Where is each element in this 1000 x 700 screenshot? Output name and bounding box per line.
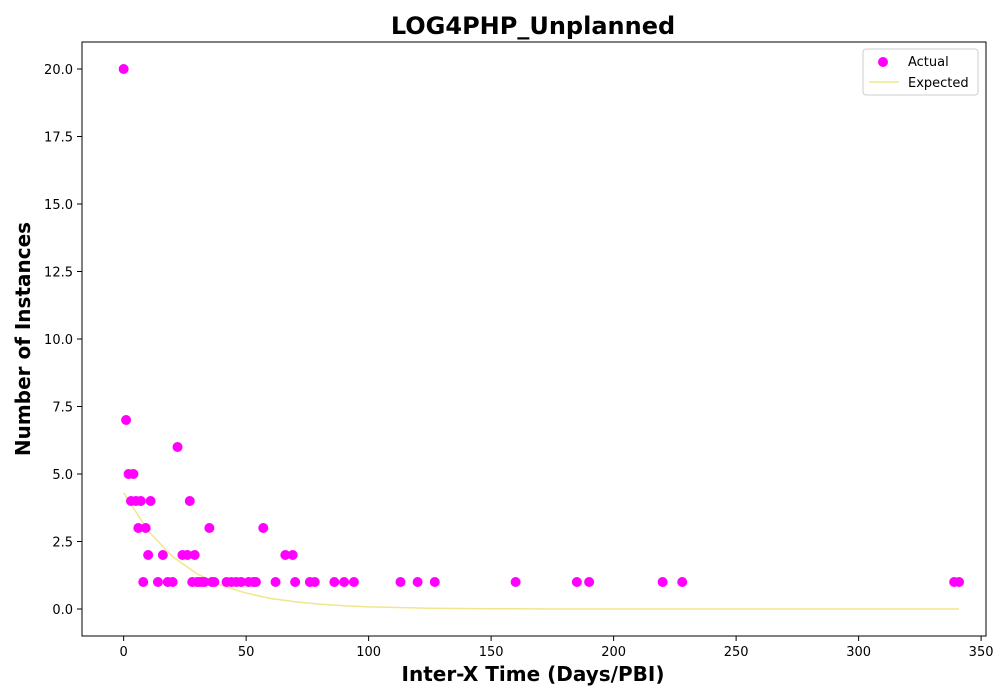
plot-area: 0 50 100 150 200 250 300 350 0.0 2.5 5.0 7.5 10.0 12… bbox=[44, 41, 994, 660]
legend-expected-label: Expected bbox=[908, 76, 969, 91]
actual-point bbox=[143, 550, 154, 560]
actual-point bbox=[270, 577, 281, 587]
y-axis-label: Number of Instances bbox=[11, 222, 35, 456]
legend-actual-label: Actual bbox=[908, 55, 949, 70]
actual-point bbox=[138, 577, 149, 587]
actual-point bbox=[140, 523, 151, 533]
expected-line bbox=[123, 492, 960, 610]
actual-point bbox=[128, 469, 139, 479]
actual-point bbox=[954, 577, 965, 587]
actual-point bbox=[167, 577, 178, 587]
actual-point bbox=[395, 577, 406, 587]
actual-point bbox=[133, 523, 144, 533]
actual-point bbox=[135, 496, 146, 506]
actual-point bbox=[199, 577, 210, 587]
x-tick-label: 250 bbox=[724, 645, 749, 660]
actual-point bbox=[152, 577, 163, 587]
y-tick-label: 0.0 bbox=[52, 603, 73, 618]
x-tick-label: 0 bbox=[120, 645, 128, 660]
x-axis-label: Inter-X Time (Days/PBI) bbox=[402, 662, 665, 686]
x-tick-label: 150 bbox=[479, 645, 504, 660]
y-tick-label: 7.5 bbox=[52, 401, 73, 416]
y-tick-label: 20.0 bbox=[44, 63, 73, 78]
y-tick-label: 12.5 bbox=[44, 266, 73, 281]
y-tick-label: 17.5 bbox=[44, 131, 73, 146]
actual-point bbox=[236, 577, 247, 587]
actual-point bbox=[657, 577, 668, 587]
y-tick-label: 2.5 bbox=[52, 536, 73, 551]
actual-point bbox=[329, 577, 340, 587]
actual-point bbox=[280, 550, 291, 560]
y-axis-ticks: 0.0 2.5 5.0 7.5 10.0 12.5 15.0 17.5 20.0 bbox=[44, 63, 82, 618]
actual-point bbox=[209, 577, 220, 587]
actual-point bbox=[510, 577, 521, 587]
actual-point bbox=[584, 577, 595, 587]
legend: Actual Expected bbox=[862, 48, 979, 96]
legend-actual-marker bbox=[878, 57, 888, 67]
actual-point bbox=[121, 415, 132, 425]
legend-box bbox=[862, 48, 979, 96]
actual-point bbox=[118, 64, 129, 74]
actual-point bbox=[184, 496, 195, 506]
actual-point bbox=[250, 577, 261, 587]
x-axis-ticks: 0 50 100 150 200 250 300 350 bbox=[120, 636, 994, 660]
x-tick-label: 50 bbox=[238, 645, 255, 660]
actual-point bbox=[182, 550, 193, 560]
actual-point bbox=[172, 442, 183, 452]
actual-point bbox=[157, 550, 168, 560]
actual-point bbox=[290, 577, 301, 587]
y-tick-label: 10.0 bbox=[44, 333, 73, 348]
plot-frame bbox=[81, 41, 987, 637]
chart-title: LOG4PHP_Unplanned bbox=[391, 12, 675, 40]
x-tick-label: 300 bbox=[846, 645, 871, 660]
x-tick-label: 350 bbox=[969, 645, 994, 660]
actual-point bbox=[339, 577, 350, 587]
actual-point bbox=[189, 550, 200, 560]
actual-point bbox=[204, 523, 215, 533]
actual-point bbox=[145, 496, 156, 506]
actual-point bbox=[677, 577, 688, 587]
actual-point bbox=[287, 550, 298, 560]
y-tick-label: 15.0 bbox=[44, 198, 73, 213]
actual-point bbox=[309, 577, 320, 587]
actual-point bbox=[412, 577, 423, 587]
actual-point bbox=[348, 577, 359, 587]
actual-point bbox=[571, 577, 582, 587]
series-layer bbox=[118, 64, 965, 610]
y-tick-label: 5.0 bbox=[52, 468, 73, 483]
x-tick-label: 200 bbox=[601, 645, 626, 660]
actual-point bbox=[258, 523, 269, 533]
x-tick-label: 100 bbox=[356, 645, 381, 660]
actual-point bbox=[429, 577, 440, 587]
